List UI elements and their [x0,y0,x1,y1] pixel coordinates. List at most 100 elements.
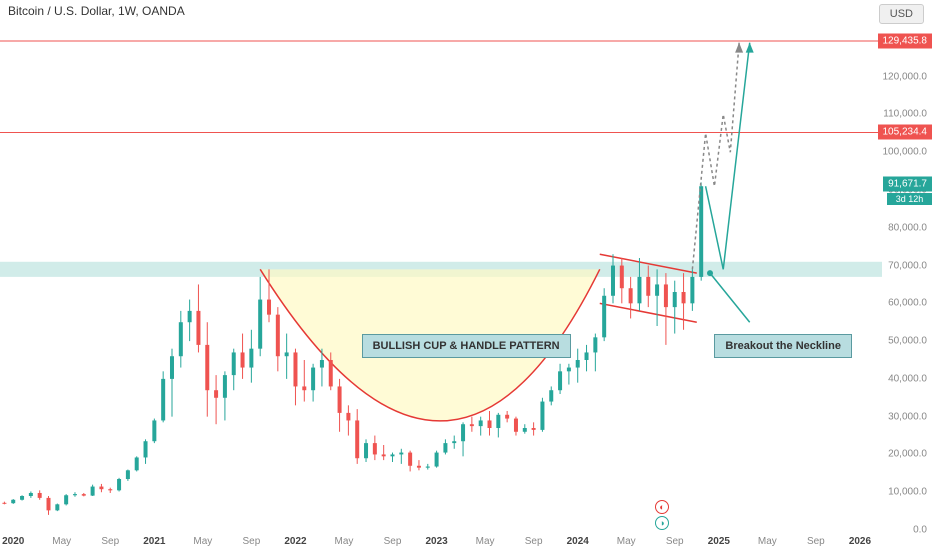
candle-body [479,420,483,426]
candle-body [426,467,430,468]
candle-body [664,284,668,307]
candle-body [161,379,165,421]
candle-body [585,352,589,360]
candle-body [338,386,342,412]
price-marker: 105,234.4 [878,125,932,140]
candle-body [611,266,615,296]
x-tick: 2023 [425,536,447,547]
candle-body [108,489,112,490]
chart-svg[interactable] [0,0,932,550]
x-tick: May [335,536,354,547]
candle-body [196,311,200,345]
candle-body [417,466,421,468]
candle-body [346,413,350,421]
candle-body [249,349,253,368]
indicator-icon-2[interactable]: ◑ [655,516,669,530]
chart-title: Bitcoin / U.S. Dollar, 1W, OANDA [8,4,185,18]
candle-body [390,454,394,456]
time-countdown: 3d 12h [887,193,932,205]
candle-body [408,453,412,466]
candle-body [64,495,68,504]
candle-body [205,345,209,390]
candle-body [302,386,306,390]
candle-body [364,443,368,458]
y-tick: 60,000.0 [888,298,927,309]
y-tick: 40,000.0 [888,373,927,384]
x-tick: Sep [525,536,543,547]
candle-body [126,470,130,479]
x-tick: 2020 [2,536,24,547]
candle-body [355,420,359,458]
candle-body [602,296,606,338]
x-tick: Sep [807,536,825,547]
x-tick: 2021 [143,536,165,547]
y-tick: 50,000.0 [888,336,927,347]
candle-body [673,292,677,307]
x-tick: 2026 [849,536,871,547]
candle-body [593,337,597,352]
candle-body [637,277,641,303]
x-tick: 2024 [567,536,589,547]
candle-body [320,360,324,368]
x-tick: Sep [384,536,402,547]
candle-body [452,441,456,443]
candle-body [276,315,280,357]
candle-body [170,356,174,379]
candle-body [99,487,103,490]
candle-body [73,494,77,495]
arrow-head-dotted [735,43,743,53]
y-tick: 70,000.0 [888,260,927,271]
candle-body [241,352,245,367]
price-marker: 129,435.8 [878,34,932,49]
y-axis: 0.010,000.020,000.030,000.040,000.050,00… [882,20,932,530]
currency-button[interactable]: USD [879,4,924,24]
candle-body [38,493,42,498]
y-tick: 110,000.0 [883,109,927,120]
indicator-icon-1[interactable]: ◐ [655,500,669,514]
annotation-box[interactable]: Breakout the Neckline [714,334,852,358]
candle-body [55,504,59,510]
x-tick: May [193,536,212,547]
x-tick: 2022 [284,536,306,547]
x-tick: 2025 [708,536,730,547]
candle-body [20,496,24,500]
candle-body [373,443,377,454]
candle-body [461,424,465,441]
callout-arrow-head [707,270,713,276]
candle-body [329,360,333,386]
candle-body [232,352,236,375]
candle-body [629,288,633,303]
candle-body [311,368,315,391]
candle-body [488,420,492,428]
candle-body [435,453,439,467]
candle-body [214,390,218,398]
candle-body [382,454,386,456]
candle-body [567,368,571,372]
projection-solid [706,43,750,270]
x-tick: May [758,536,777,547]
chart-container: Bitcoin / U.S. Dollar, 1W, OANDA USD 0.0… [0,0,932,550]
candle-body [655,284,659,295]
y-tick: 120,000.0 [883,71,928,82]
candle-body [91,487,95,496]
candle-body [258,300,262,349]
candle-body [523,428,527,432]
candle-body [188,311,192,322]
x-tick: May [52,536,71,547]
candle-body [135,457,139,470]
candle-body [179,322,183,356]
x-tick: Sep [666,536,684,547]
annotation-box[interactable]: BULLISH CUP & HANDLE PATTERN [362,334,571,358]
candle-body [540,402,544,430]
candle-body [549,390,553,401]
x-tick: Sep [101,536,119,547]
candle-body [558,371,562,390]
y-tick: 30,000.0 [888,411,927,422]
candle-body [576,360,580,368]
y-tick: 10,000.0 [888,487,927,498]
y-tick: 0.0 [913,525,927,536]
candle-body [152,420,156,441]
candle-body [470,424,474,426]
candle-body [2,503,6,504]
y-tick: 80,000.0 [888,222,927,233]
